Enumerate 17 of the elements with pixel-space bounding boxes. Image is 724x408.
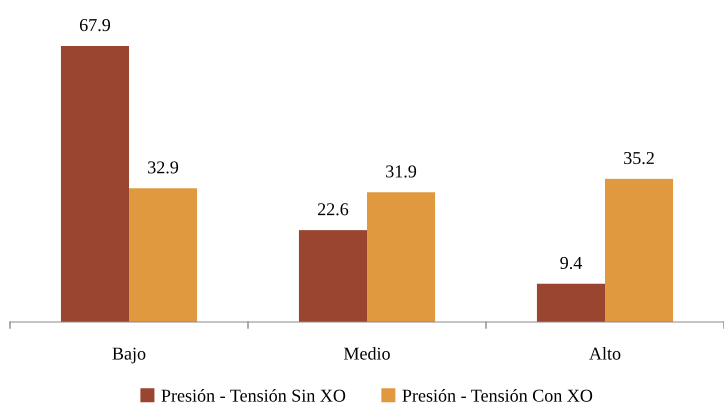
- bar: [367, 192, 436, 322]
- bar: [536, 284, 605, 322]
- x-tick-label: Medio: [344, 347, 390, 360]
- data-label: 67.9: [80, 19, 110, 32]
- data-label: 31.9: [386, 165, 416, 178]
- x-tick-label: Alto: [589, 347, 620, 360]
- legend-label: Presión - Tensión Con XO: [402, 389, 592, 402]
- data-label: 9.4: [560, 256, 582, 270]
- bar: [129, 188, 198, 322]
- data-label: 35.2: [624, 152, 654, 164]
- bar: [298, 230, 367, 322]
- x-tick-label: Bajo: [112, 348, 146, 364]
- bar: [605, 178, 674, 322]
- data-label: 22.6: [318, 203, 348, 216]
- bar: [60, 46, 129, 322]
- data-label: 32.9: [148, 161, 178, 174]
- legend-label: Presión - Tensión Sin XO: [161, 389, 346, 402]
